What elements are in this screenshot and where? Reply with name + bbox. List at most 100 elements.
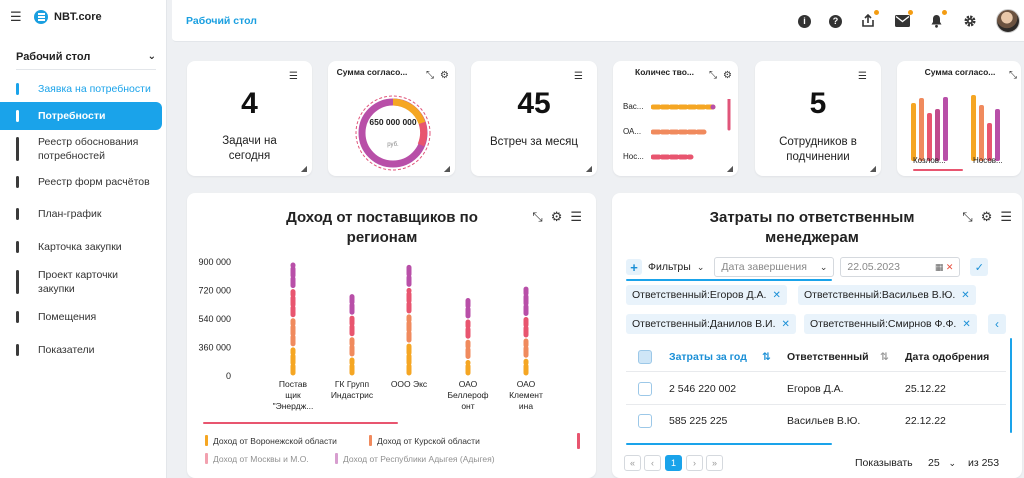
sidebar-item-label: Проект карточки закупки	[38, 268, 119, 295]
resize-handle-icon[interactable]: ◢	[585, 164, 592, 173]
chart-title: Доход от поставщиков по регионам	[286, 209, 478, 246]
table-v-scrollbar[interactable]	[1010, 338, 1012, 433]
column-header-amount[interactable]: Затраты за год	[669, 351, 747, 363]
mail-icon[interactable]	[894, 10, 913, 29]
close-icon[interactable]: ✕	[962, 318, 971, 330]
resize-handle-icon[interactable]: ◢	[300, 164, 307, 173]
expand-icon[interactable]: ⤡	[962, 209, 973, 224]
filters-label[interactable]: Фильтры	[648, 261, 691, 273]
notification-dot	[874, 10, 879, 15]
legend-scrollbar[interactable]	[577, 433, 580, 449]
sidebar-item-schedule[interactable]: План-график	[0, 196, 166, 232]
x-tick-label: ООО Экс	[391, 379, 428, 389]
menu-lines-icon[interactable]: ☰	[1000, 209, 1012, 224]
user-avatar[interactable]	[996, 9, 1020, 33]
nav-bar-icon	[16, 311, 19, 323]
sidebar-item-indicators[interactable]: Показатели	[0, 332, 166, 368]
y-tick-label: 720 000	[198, 286, 231, 296]
resize-handle-icon[interactable]: ◢	[869, 164, 876, 173]
first-page-button[interactable]: «	[624, 455, 641, 471]
column-header-person[interactable]: Ответственный	[787, 351, 869, 363]
row-checkbox[interactable]	[638, 414, 652, 428]
legend-item[interactable]: Доход от Курской области	[369, 435, 480, 446]
column-header-date[interactable]: Дата одобрения	[905, 351, 990, 363]
date-value-input[interactable]: 22.05.2023 ▦ ✕	[840, 257, 961, 277]
sidebar-section-label: Рабочий стол	[16, 50, 91, 63]
filter-chip[interactable]: Ответственный:Васильев В.Ю. ✕	[798, 285, 976, 305]
gear-icon[interactable]	[962, 13, 978, 29]
table-h-scrollbar[interactable]	[626, 443, 832, 445]
apply-filter-button[interactable]: ✓	[970, 258, 989, 276]
filter-chip[interactable]: Ответственный:Смирнов Ф.Ф. ✕	[804, 314, 977, 334]
menu-lines-icon[interactable]: ☰	[858, 71, 867, 82]
resize-handle-icon[interactable]: ◢	[726, 164, 733, 173]
nav-bar-icon	[16, 83, 19, 95]
help-icon[interactable]: ?	[829, 14, 842, 28]
expand-icon[interactable]: ⤡	[426, 70, 435, 81]
legend-item[interactable]: Доход от Москвы и М.О.	[205, 453, 309, 464]
menu-lines-icon[interactable]: ☰	[289, 71, 298, 82]
export-icon[interactable]	[860, 10, 879, 29]
gear-icon[interactable]: ⚙	[723, 70, 732, 81]
sidebar-section-desktop[interactable]: Рабочий стол ⌄	[16, 46, 156, 70]
menu-lines-icon[interactable]: ☰	[574, 71, 583, 82]
sort-icon[interactable]: ⇅	[880, 351, 889, 363]
hbar-chart	[651, 99, 731, 160]
resize-handle-icon[interactable]: ◢	[443, 164, 450, 173]
chevron-left-icon[interactable]: ‹	[988, 314, 1006, 334]
sort-icon[interactable]: ⇅	[762, 351, 771, 363]
sidebar-item-purchase-card[interactable]: Карточка закупки	[0, 232, 166, 262]
gear-icon[interactable]: ⚙	[980, 209, 993, 224]
prev-page-button[interactable]: ‹	[644, 455, 661, 471]
legend-item[interactable]: Доход от Воронежской области	[205, 435, 337, 446]
filter-scrollbar[interactable]	[626, 279, 832, 281]
filter-chip[interactable]: Ответственный:Данилов В.И. ✕	[626, 314, 796, 334]
sidebar-item-needs[interactable]: Потребности	[0, 102, 162, 130]
cell-person: Васильев В.Ю.	[787, 415, 861, 427]
expand-icon[interactable]: ⤡	[709, 70, 718, 81]
gear-icon[interactable]: ⚙	[550, 209, 563, 224]
calendar-icon[interactable]: ▦ ✕	[934, 261, 954, 272]
legend-item[interactable]: Доход от Республики Адыгея (Адыгея)	[335, 453, 495, 464]
sidebar-item-purchase-draft[interactable]: Проект карточки закупки	[0, 262, 166, 302]
y-tick-label: 900 000	[198, 257, 231, 267]
close-icon[interactable]: ✕	[781, 318, 790, 330]
expand-icon[interactable]: ⤡	[1009, 70, 1017, 81]
page-size-select[interactable]: 25 ⌄	[922, 453, 962, 473]
chart-tools: ⤡ ⚙ ☰	[524, 209, 582, 225]
close-icon[interactable]: ✕	[961, 289, 970, 301]
bell-icon[interactable]	[928, 10, 947, 29]
table-title: Затраты по ответственным менеджерам	[709, 209, 915, 246]
menu-lines-icon[interactable]: ☰	[570, 209, 582, 224]
sidebar-item-label: Реестр обоснования потребностей	[38, 135, 139, 162]
info-icon[interactable]: i	[798, 14, 811, 28]
sidebar-item-premises[interactable]: Помещения	[0, 302, 166, 332]
page-button-current[interactable]: 1	[665, 455, 682, 471]
kpi-label: Сотрудников в подчинении	[779, 136, 857, 163]
close-icon[interactable]: ✕	[772, 289, 781, 301]
legend-label: Доход от Республики Адыгея (Адыгея)	[343, 453, 495, 464]
sidebar-item-justification-registry[interactable]: Реестр обоснования потребностей	[0, 130, 166, 168]
date-field-select[interactable]: Дата завершения ⌄	[714, 257, 835, 277]
vbar-scrollbar[interactable]	[913, 169, 963, 171]
legend-label: Доход от Москвы и М.О.	[213, 453, 309, 464]
chart-scrollbar[interactable]	[203, 422, 398, 424]
mini-card-title: Сумма согласо...	[336, 67, 408, 77]
donut-center-value: 650 000 000	[369, 117, 417, 127]
gear-icon[interactable]: ⚙	[440, 70, 449, 81]
sidebar-item-calc-forms[interactable]: Реестр форм расчётов	[0, 168, 166, 196]
nav-bar-icon	[16, 208, 19, 220]
sidebar-item-label: Помещения	[38, 310, 97, 323]
row-checkbox[interactable]	[638, 382, 652, 396]
chevron-down-icon[interactable]: ⌄	[696, 261, 705, 272]
next-page-button[interactable]: ›	[686, 455, 703, 471]
menu-icon[interactable]: ☰	[10, 9, 22, 24]
add-filter-button[interactable]: +	[626, 259, 642, 275]
select-all-checkbox[interactable]	[638, 350, 652, 364]
filter-chip[interactable]: Ответственный:Егоров Д.А. ✕	[626, 285, 787, 305]
expand-icon[interactable]: ⤡	[532, 209, 543, 224]
filter-row: + Фильтры ⌄ Дата завершения ⌄ 22.05.2023…	[626, 257, 989, 277]
hbar-row-label: Вас...	[623, 102, 644, 111]
sidebar-item-needs-request[interactable]: Заявка на потребности	[0, 76, 166, 102]
last-page-button[interactable]: »	[706, 455, 723, 471]
